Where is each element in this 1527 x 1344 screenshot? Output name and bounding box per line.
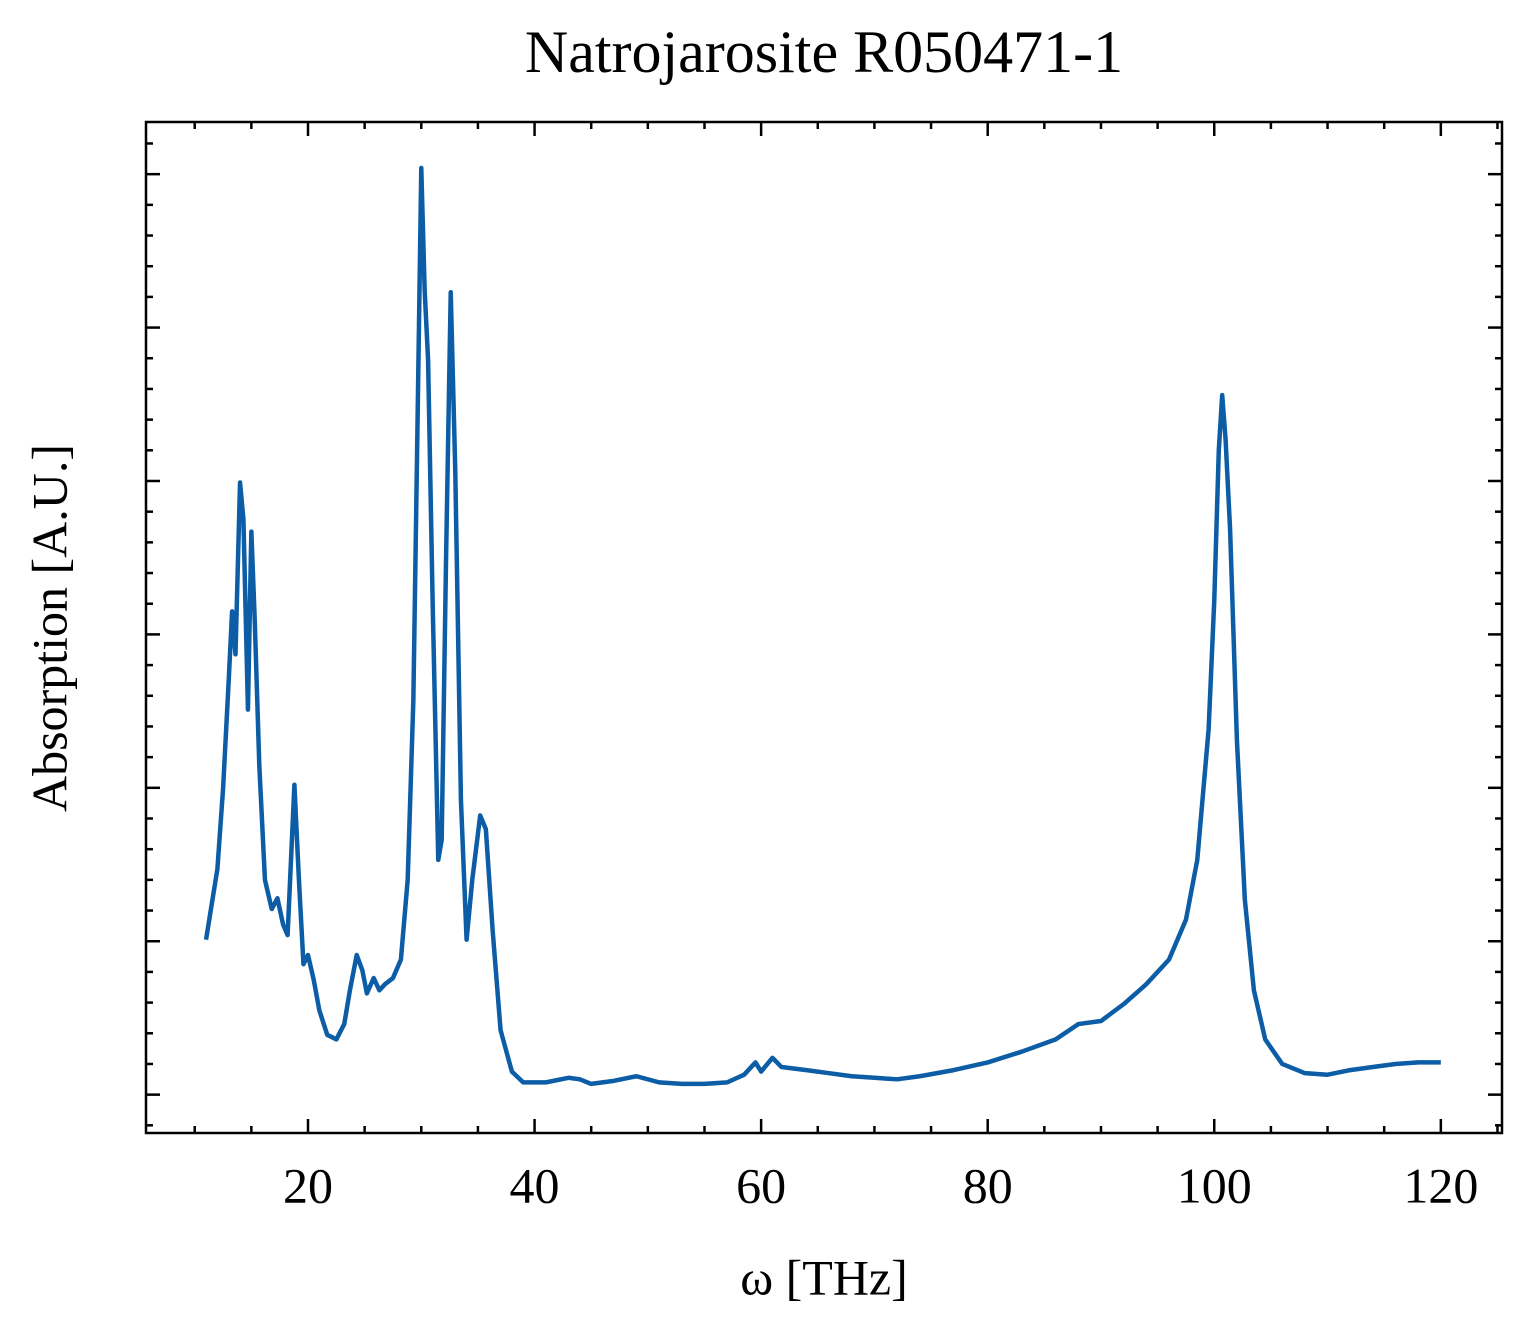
plot-frame bbox=[144, 120, 1504, 1135]
x-tick-label: 120 bbox=[1403, 1157, 1478, 1213]
chart-title: Natrojarosite R050471-1 bbox=[525, 19, 1123, 85]
x-tick-label: 20 bbox=[283, 1157, 333, 1213]
x-tick-label: 100 bbox=[1177, 1157, 1252, 1213]
x-tick-label: 60 bbox=[736, 1157, 786, 1213]
data-line bbox=[203, 165, 1441, 1087]
y-axis-label: Absorption [A.U.] bbox=[21, 444, 77, 812]
x-tick-label: 80 bbox=[963, 1157, 1013, 1213]
x-tick-label: 40 bbox=[510, 1157, 560, 1213]
x-axis-label: ω [THz] bbox=[740, 1249, 908, 1305]
